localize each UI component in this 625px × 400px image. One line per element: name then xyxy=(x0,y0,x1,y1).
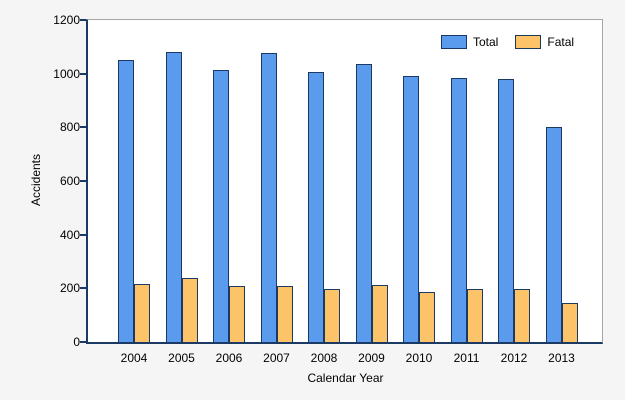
y-tick-mark xyxy=(80,233,86,236)
bar-group-2005 xyxy=(165,52,198,342)
legend: Total Fatal xyxy=(441,35,574,49)
y-axis: 0 200 400 600 800 1000 1200 xyxy=(53,13,602,349)
legend-entry-fatal: Fatal xyxy=(515,35,574,49)
bar-total-2006 xyxy=(213,70,229,342)
x-tick-label-2005: 2005 xyxy=(168,351,195,365)
bar-group-2006 xyxy=(213,70,245,342)
x-tick-label-2013: 2013 xyxy=(548,351,575,365)
bar-total-2011 xyxy=(450,78,467,342)
bar-total-2013 xyxy=(545,127,562,342)
bar-total-2007 xyxy=(260,52,277,342)
bar-fatal-2007 xyxy=(276,286,293,342)
legend-label-total: Total xyxy=(473,35,499,49)
y-tick-mark xyxy=(80,341,86,343)
bar-total-2008 xyxy=(308,72,324,342)
bar-fatal-2006 xyxy=(229,285,245,342)
bar-fatal-2005 xyxy=(181,278,198,342)
plot-area: 0 200 400 600 800 1000 1200 Total Fatal xyxy=(53,13,603,349)
x-tick-label-2008: 2008 xyxy=(310,351,338,365)
y-tick-mark xyxy=(80,126,86,129)
y-tick-mark xyxy=(80,287,86,290)
bar-group-2004 xyxy=(118,60,150,342)
x-tick-label-2012: 2012 xyxy=(500,351,528,365)
y-tick-label-600: 600 xyxy=(59,174,80,188)
bars-layer xyxy=(88,20,602,342)
y-tick-label-1200: 1200 xyxy=(53,13,80,27)
legend-entry-total: Total xyxy=(441,35,498,49)
legend-swatch-total xyxy=(441,35,467,49)
y-tick-label-1000: 1000 xyxy=(53,66,80,81)
bar-group-2010 xyxy=(403,75,435,342)
legend-swatch-fatal xyxy=(515,35,542,49)
bar-fatal-2009 xyxy=(371,284,388,342)
bar-fatal-2010 xyxy=(419,291,435,342)
bar-total-2004 xyxy=(118,60,134,342)
bar-group-2012 xyxy=(498,79,530,342)
x-tick-label-2007: 2007 xyxy=(263,351,290,365)
x-tick-label-2006: 2006 xyxy=(215,351,243,365)
bar-group-2009 xyxy=(355,64,388,342)
bar-fatal-2004 xyxy=(134,284,150,342)
x-tick-label-2004: 2004 xyxy=(120,351,148,365)
bar-group-2008 xyxy=(308,72,340,342)
bar-fatal-2008 xyxy=(324,289,340,342)
y-tick-mark xyxy=(80,19,86,21)
y-tick-label-400: 400 xyxy=(59,227,80,242)
x-tick-label-2010: 2010 xyxy=(405,351,433,365)
bar-total-2010 xyxy=(403,75,419,342)
bar-group-2011 xyxy=(450,78,483,342)
bar-total-2009 xyxy=(355,64,372,342)
x-axis-title: Calendar Year xyxy=(307,371,384,385)
legend-label-fatal: Fatal xyxy=(547,35,575,49)
bar-fatal-2011 xyxy=(466,289,483,342)
x-tick-label-2009: 2009 xyxy=(358,351,385,365)
y-tick-label-800: 800 xyxy=(59,120,80,135)
y-tick-mark xyxy=(80,180,86,182)
x-tick-label-2011: 2011 xyxy=(453,351,480,365)
bar-total-2012 xyxy=(498,79,514,342)
y-tick-mark xyxy=(80,72,86,75)
bar-group-2007 xyxy=(260,52,293,342)
bar-fatal-2012 xyxy=(514,288,530,342)
y-tick-label-0: 0 xyxy=(73,335,80,349)
bar-total-2005 xyxy=(165,52,182,342)
bar-group-2013 xyxy=(545,127,578,342)
y-tick-label-200: 200 xyxy=(59,281,80,296)
bar-fatal-2013 xyxy=(561,303,578,342)
